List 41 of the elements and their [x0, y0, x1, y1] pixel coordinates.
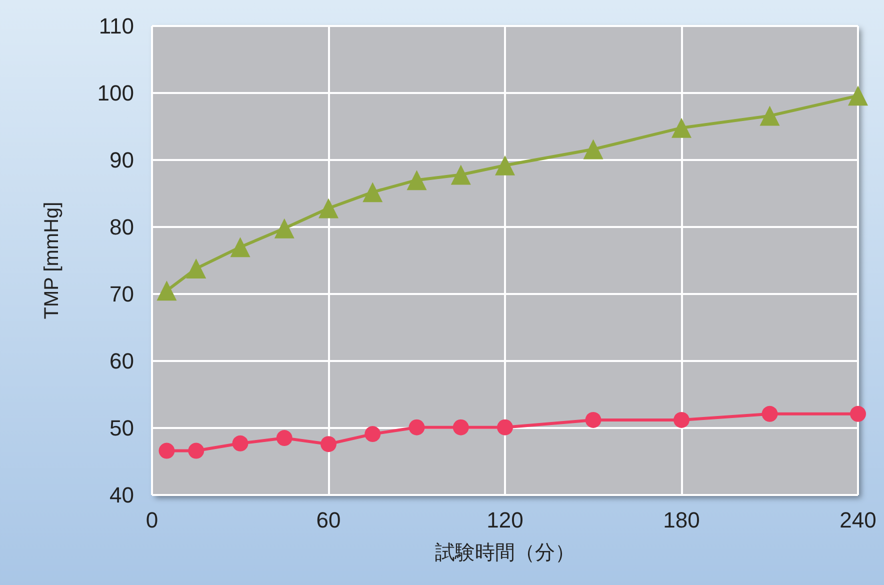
point [318, 198, 338, 218]
point [848, 86, 868, 106]
point [762, 406, 778, 422]
point [408, 419, 425, 436]
point [276, 430, 292, 446]
point [495, 155, 515, 176]
point [158, 442, 175, 459]
x-tick-label: 180 [663, 508, 700, 532]
y-tick-label: 110 [98, 14, 134, 38]
point [497, 419, 513, 436]
x-tick-label: 60 [316, 508, 341, 532]
point [232, 435, 248, 452]
y-tick-label: 70 [110, 282, 134, 306]
point [362, 182, 383, 202]
point [364, 426, 381, 442]
y-tick-label: 40 [110, 482, 134, 508]
point [450, 164, 471, 185]
point [274, 218, 294, 238]
point [585, 412, 602, 428]
x-tick-label: 120 [486, 508, 524, 532]
point [850, 406, 866, 422]
y-tick-label: 90 [110, 148, 134, 172]
y-tick-label: 80 [110, 214, 134, 240]
point [452, 419, 469, 436]
point [674, 412, 690, 428]
y-axis-title: TMP [mmHg] [41, 202, 63, 320]
x-tick-label: 240 [840, 508, 876, 532]
point [320, 436, 336, 452]
y-tick-label: 60 [110, 348, 134, 374]
point [188, 442, 204, 459]
point [760, 106, 780, 126]
y-tick-label: 100 [97, 80, 134, 106]
point [583, 139, 604, 160]
point [230, 237, 250, 258]
x-axis-title: 試験時間（分） [435, 542, 575, 564]
point [186, 258, 206, 279]
x-tick-label: 0 [146, 508, 158, 532]
y-tick-label: 50 [110, 416, 134, 440]
point [406, 170, 427, 190]
point [156, 280, 177, 301]
point [672, 118, 692, 138]
